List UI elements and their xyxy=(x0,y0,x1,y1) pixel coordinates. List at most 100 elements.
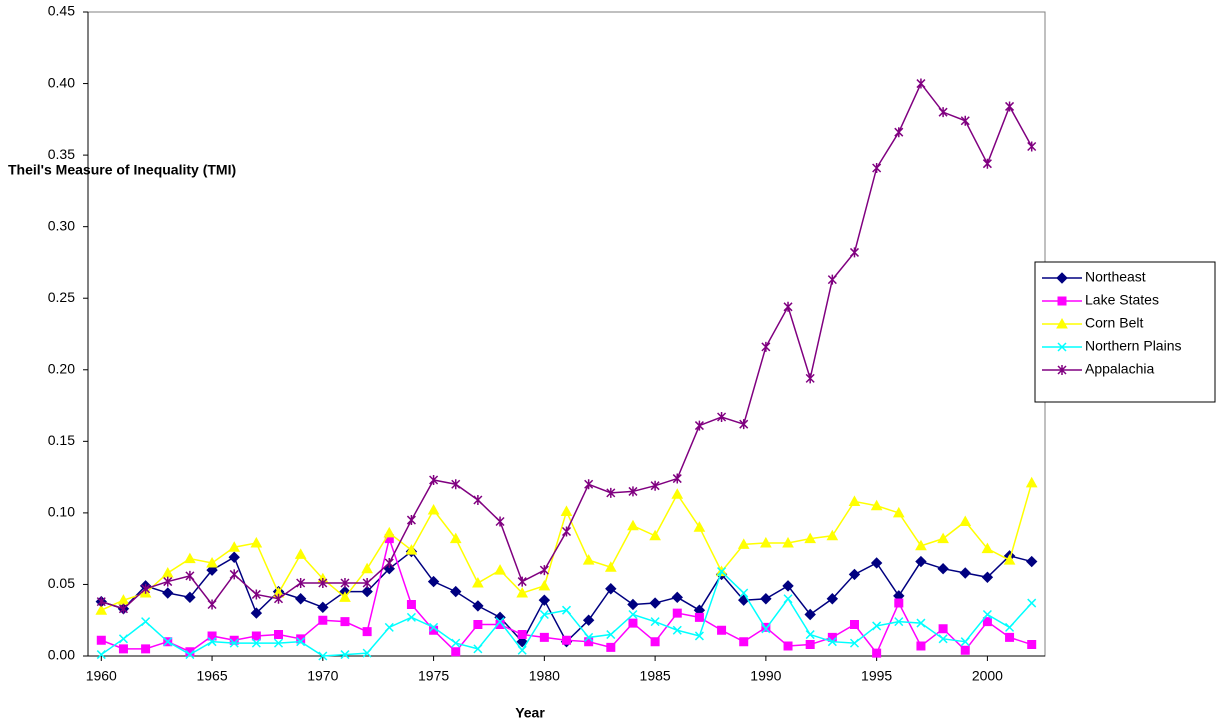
marker xyxy=(207,599,217,610)
marker xyxy=(671,591,683,604)
marker xyxy=(185,650,195,660)
marker xyxy=(340,650,350,660)
legend-label: Corn Belt xyxy=(1085,315,1143,331)
marker xyxy=(207,637,217,647)
marker xyxy=(517,645,527,655)
marker xyxy=(207,631,217,641)
marker xyxy=(294,548,307,559)
marker xyxy=(96,635,106,645)
marker xyxy=(849,638,860,648)
marker xyxy=(959,515,972,526)
marker xyxy=(584,632,594,642)
marker xyxy=(627,598,639,611)
marker xyxy=(739,637,749,647)
series-line xyxy=(101,550,1032,643)
marker xyxy=(717,625,727,635)
marker xyxy=(694,420,704,431)
marker xyxy=(938,107,948,118)
marker xyxy=(650,617,660,627)
marker xyxy=(250,536,263,548)
marker xyxy=(1057,342,1067,352)
marker xyxy=(429,622,439,632)
marker xyxy=(318,578,328,589)
marker xyxy=(606,487,616,498)
marker xyxy=(362,648,372,658)
marker xyxy=(672,473,682,484)
marker xyxy=(1027,141,1037,152)
marker xyxy=(340,578,350,589)
marker xyxy=(693,521,706,532)
marker xyxy=(384,622,394,632)
marker xyxy=(982,617,992,627)
marker xyxy=(959,567,971,579)
marker xyxy=(694,631,704,641)
marker xyxy=(717,412,727,423)
marker xyxy=(872,162,882,173)
x-tick-label: 1985 xyxy=(640,668,671,684)
marker xyxy=(981,542,994,554)
x-tick-label: 1970 xyxy=(307,668,338,684)
marker xyxy=(628,618,638,628)
marker xyxy=(141,644,151,654)
marker xyxy=(628,486,638,497)
marker xyxy=(982,158,992,169)
marker xyxy=(539,609,549,620)
marker xyxy=(361,562,373,574)
marker xyxy=(228,551,240,563)
marker xyxy=(827,637,837,647)
marker xyxy=(429,474,439,485)
marker xyxy=(849,620,859,630)
marker xyxy=(782,580,794,592)
marker xyxy=(960,645,970,655)
marker xyxy=(473,495,483,506)
marker xyxy=(317,601,329,614)
marker xyxy=(1027,640,1037,650)
marker xyxy=(805,373,815,384)
marker xyxy=(318,615,328,625)
marker xyxy=(717,567,727,577)
marker xyxy=(405,544,418,555)
marker xyxy=(604,561,617,572)
marker xyxy=(229,569,239,580)
marker xyxy=(649,597,661,609)
marker xyxy=(228,541,241,552)
marker xyxy=(427,503,440,515)
marker xyxy=(671,488,684,499)
legend-label: Northeast xyxy=(1085,269,1146,285)
marker xyxy=(938,634,948,644)
marker xyxy=(628,609,638,620)
marker xyxy=(915,539,927,551)
marker xyxy=(362,627,372,637)
legend-label: Lake States xyxy=(1085,292,1159,308)
marker xyxy=(273,593,284,604)
marker xyxy=(606,630,616,640)
marker xyxy=(937,532,949,544)
marker xyxy=(141,583,151,594)
marker xyxy=(296,578,306,589)
marker xyxy=(339,591,351,602)
marker xyxy=(1026,555,1038,568)
marker xyxy=(229,638,239,648)
marker xyxy=(273,638,284,648)
marker xyxy=(894,617,904,627)
x-tick-label: 2000 xyxy=(972,668,1003,684)
marker xyxy=(340,617,350,627)
marker xyxy=(650,480,660,491)
y-tick-label: 0.15 xyxy=(48,432,75,448)
marker xyxy=(96,596,106,607)
marker xyxy=(296,634,306,644)
x-tick-label: 1995 xyxy=(861,668,892,684)
marker xyxy=(894,598,904,608)
legend xyxy=(1034,261,1216,403)
marker xyxy=(516,587,529,598)
marker xyxy=(848,568,861,581)
marker xyxy=(516,635,528,648)
marker xyxy=(294,593,307,605)
marker xyxy=(1005,632,1015,642)
marker xyxy=(163,637,173,647)
marker xyxy=(672,608,682,618)
marker xyxy=(163,576,173,587)
x-axis-label: Year xyxy=(515,705,545,721)
marker xyxy=(450,585,462,598)
marker xyxy=(561,526,572,537)
